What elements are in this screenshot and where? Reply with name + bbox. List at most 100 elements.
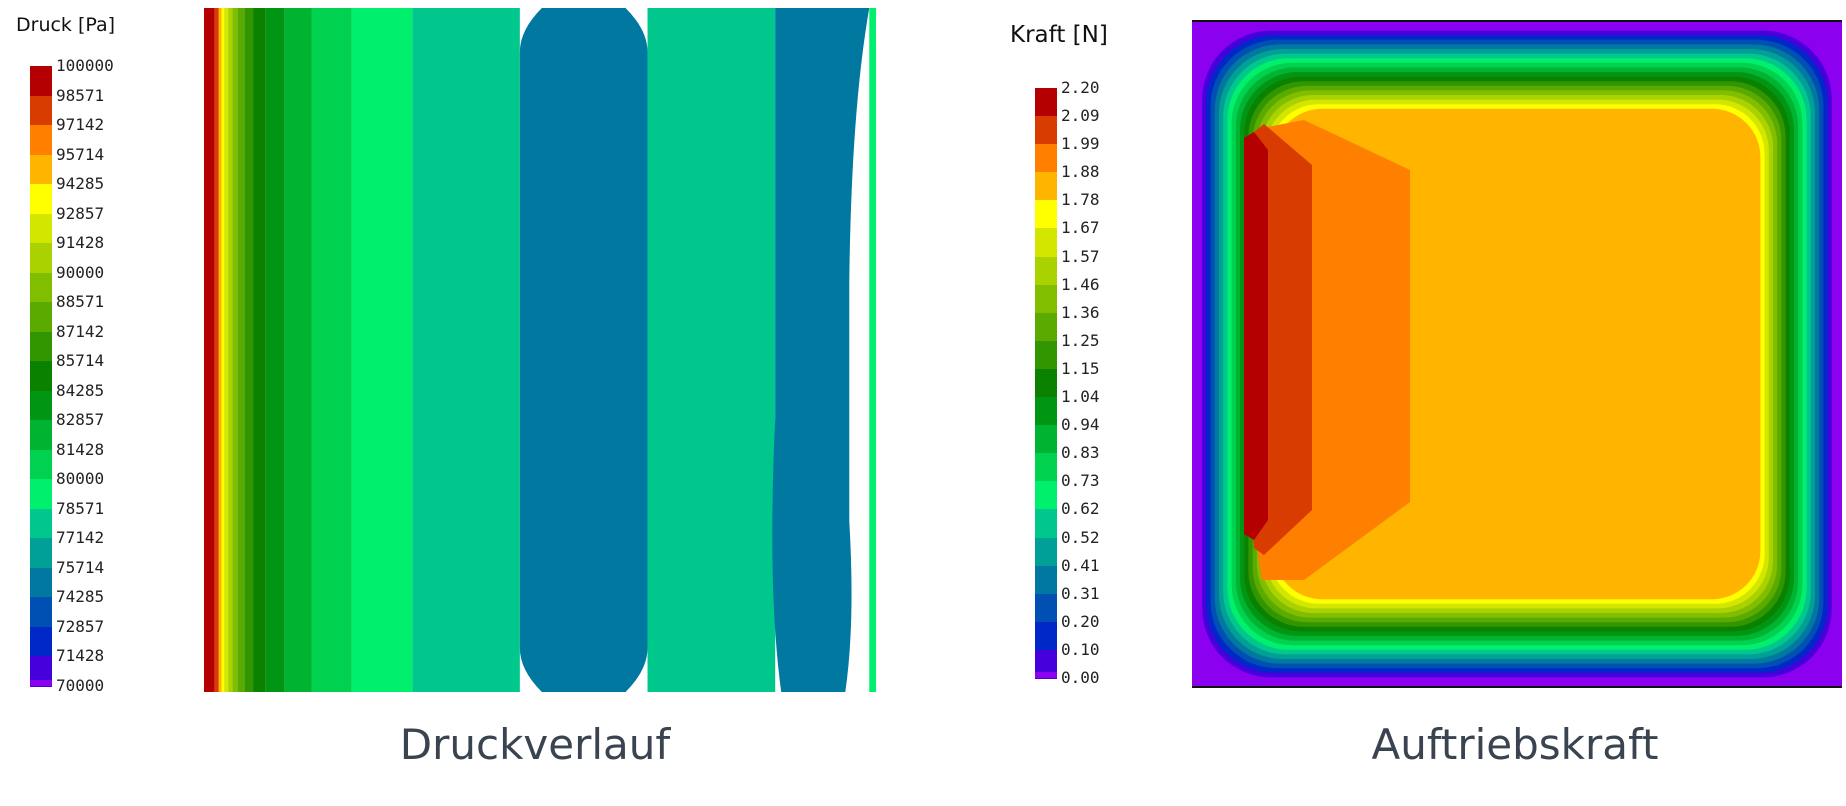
- pressure-band: [253, 8, 266, 692]
- legend-tick-label: 0.52: [1061, 527, 1100, 547]
- legend-swatch: [30, 331, 52, 362]
- legend-swatch: [1035, 172, 1057, 201]
- pressure-band: [237, 8, 245, 692]
- legend-tick-label: 0.10: [1061, 639, 1100, 659]
- legend-tick-label: 80000: [56, 469, 105, 489]
- legend-tick-label: 81428: [56, 439, 105, 459]
- legend-swatch: [1035, 397, 1057, 426]
- legend-swatch: [1035, 565, 1057, 595]
- legend-swatch: [30, 567, 52, 598]
- buoyancy-contour-plot: [1192, 20, 1842, 688]
- legend-tick-label: 0.94: [1061, 415, 1100, 435]
- pressure-band: [224, 8, 229, 692]
- legend-tick-label: 90000: [56, 262, 105, 282]
- legend-swatch: [1035, 116, 1057, 145]
- legend-swatch: [1035, 425, 1057, 454]
- legend-swatch: [30, 95, 52, 126]
- legend-tick-label: 100000: [56, 56, 114, 75]
- buoyancy-peak-region: [1244, 132, 1268, 540]
- legend-tick-label: 74285: [56, 587, 105, 607]
- legend-swatch: [30, 449, 52, 480]
- caption-auftriebskraft: Auftriebskraft: [1371, 720, 1659, 769]
- pressure-band: [265, 8, 285, 692]
- legend-swatch: [1035, 144, 1057, 173]
- legend-swatch: [30, 420, 52, 451]
- legend-tick-label: 0.41: [1061, 555, 1100, 575]
- legend-swatch: [30, 680, 52, 686]
- legend-tick-label: 2.20: [1061, 78, 1100, 97]
- legend-swatch: [1035, 228, 1057, 258]
- legend-swatch: [30, 154, 52, 185]
- pressure-band: [284, 8, 312, 692]
- pressure-band: [244, 8, 254, 692]
- legend-tick-label: 82857: [56, 410, 105, 430]
- legend-swatch: [1035, 593, 1057, 623]
- legend-swatch: [1035, 200, 1057, 230]
- legend-swatch: [30, 626, 52, 658]
- legend-tick-label: 0.20: [1061, 611, 1100, 631]
- legend-title-kraft: Kraft [N]: [1010, 22, 1108, 48]
- legend-swatch: [1035, 312, 1057, 342]
- legend-swatch: [30, 125, 52, 156]
- legend-swatch: [1035, 537, 1057, 567]
- legend-tick-label: 87142: [56, 321, 105, 341]
- legend-tick-label: 1.99: [1061, 134, 1100, 154]
- pressure-band: [228, 8, 233, 692]
- legend-tick-label: 0.62: [1061, 499, 1100, 519]
- plot-frame-line: [1192, 686, 1842, 688]
- legend-swatch: [1035, 368, 1057, 398]
- legend-tick-label: 1.04: [1061, 387, 1100, 407]
- legend-swatch: [30, 184, 52, 215]
- pressure-band: [311, 8, 352, 692]
- pressure-band: [214, 8, 219, 692]
- legend-tick-label: 94285: [56, 174, 105, 194]
- pressure-band: [232, 8, 238, 692]
- legend-swatch: [30, 66, 52, 97]
- legend-scale-kraft: 2.20 2.09 1.99 1.88 1.78 1.67 1.57 1.46 1.36 1.25…: [1035, 80, 1145, 686]
- pressure-band: [519, 8, 648, 692]
- legend-tick-label: 88571: [56, 292, 105, 312]
- legend-tick-label: 1.25: [1061, 330, 1100, 350]
- legend-swatch: [1035, 509, 1057, 539]
- legend-tick-label: 91428: [56, 233, 105, 253]
- legend-swatch: [1035, 672, 1057, 678]
- buoyancy-plateau-region: [1302, 147, 1752, 520]
- legend-tick-label: 1.57: [1061, 246, 1100, 266]
- pressure-band: [204, 8, 215, 692]
- buoyancy-contour-svg: [1192, 20, 1842, 688]
- legend-tick-label: 1.46: [1061, 274, 1100, 294]
- legend-swatch: [30, 390, 52, 421]
- legend-swatch: [30, 479, 52, 510]
- legend-tick-label: 97142: [56, 115, 105, 135]
- legend-tick-label: 95714: [56, 144, 105, 164]
- legend-tick-label: 84285: [56, 380, 105, 400]
- legend-swatch: [30, 597, 52, 628]
- pressure-band: [412, 8, 520, 692]
- legend-tick-label: 0.31: [1061, 583, 1100, 603]
- legend-tick-label: 70000: [56, 676, 105, 695]
- legend-swatch: [1035, 340, 1057, 370]
- legend-title-druck: Druck [Pa]: [16, 14, 116, 36]
- pressure-band: [221, 8, 225, 692]
- pressure-contour-svg: [204, 8, 876, 692]
- pressure-band: [218, 8, 222, 692]
- legend-swatch: [30, 272, 52, 303]
- legend-tick-label: 1.15: [1061, 358, 1100, 378]
- legend-tick-label: 2.09: [1061, 106, 1100, 126]
- legend-tick-label: 92857: [56, 203, 105, 223]
- legend-swatch: [1035, 649, 1057, 679]
- legend-tick-label: 1.88: [1061, 162, 1100, 182]
- legend-tick-label: 71428: [56, 646, 105, 666]
- legend-swatch: [30, 243, 52, 274]
- legend-swatch: [30, 213, 52, 244]
- legend-swatch: [30, 656, 52, 687]
- legend-tick-label: 85714: [56, 351, 105, 371]
- caption-druckverlauf: Druckverlauf: [399, 720, 671, 769]
- legend-swatch: [1035, 256, 1057, 286]
- legend-swatch: [1035, 284, 1057, 314]
- pressure-band: [869, 8, 876, 692]
- legend-tick-label: 1.78: [1061, 190, 1100, 210]
- legend-swatch: [1035, 88, 1057, 117]
- legend-swatch: [30, 302, 52, 333]
- legend-tick-label: 72857: [56, 616, 105, 636]
